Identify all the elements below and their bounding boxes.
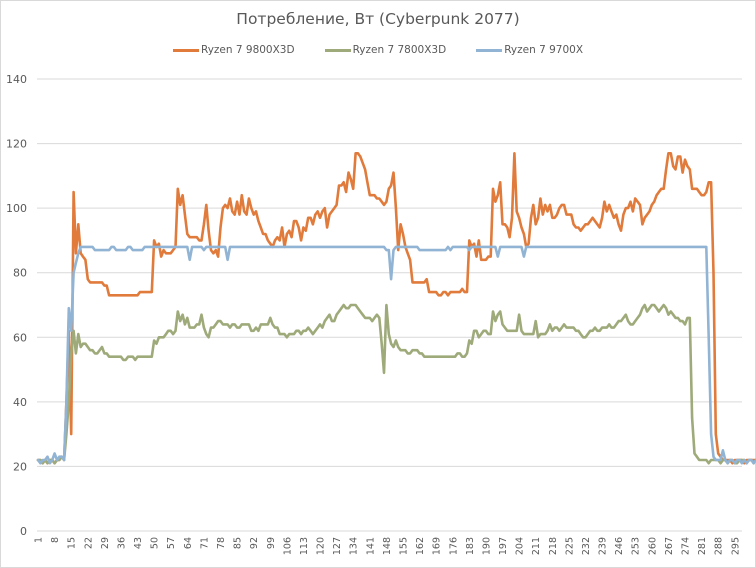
x-tick-label: 92 — [249, 537, 260, 549]
x-tick-label: 15 — [67, 537, 78, 549]
x-tick-label: 99 — [266, 537, 277, 549]
x-tick-label: 190 — [481, 537, 492, 555]
x-tick-label: 183 — [465, 537, 476, 555]
x-tick-label: 22 — [83, 537, 94, 549]
x-tick-label: 253 — [631, 537, 642, 555]
x-tick-label: 43 — [133, 537, 144, 549]
x-tick-label: 8 — [50, 537, 61, 543]
gridlines — [37, 78, 742, 532]
x-tick-label: 204 — [515, 537, 526, 555]
legend-swatch-orange — [172, 48, 199, 52]
x-tick-label: 155 — [398, 537, 409, 555]
y-tick-label: 140 — [6, 73, 27, 86]
x-tick-label: 274 — [681, 537, 692, 555]
x-tick-label: 162 — [415, 537, 426, 555]
y-tick-label: 20 — [13, 460, 27, 473]
y-tick-label: 0 — [20, 525, 27, 538]
x-tick-label: 127 — [332, 537, 343, 555]
x-tick-label: 197 — [498, 537, 509, 555]
x-tick-label: 57 — [166, 537, 177, 549]
x-tick-label: 36 — [116, 537, 127, 549]
series-lines — [36, 152, 756, 465]
legend-swatch-green — [324, 48, 351, 52]
x-tick-label: 281 — [697, 537, 708, 555]
x-tick-label: 1 — [34, 537, 45, 543]
x-tick-label: 148 — [382, 537, 393, 555]
y-axis-ticks: 0 20 40 60 80 100 120 140 — [6, 73, 27, 538]
legend-label: Ryzen 7 7800X3D — [352, 44, 447, 56]
series-line-1 — [36, 303, 756, 465]
x-tick-label: 239 — [598, 537, 609, 555]
series-line-0 — [36, 152, 756, 465]
x-tick-label: 113 — [299, 537, 310, 555]
y-tick-label: 100 — [6, 202, 27, 215]
x-tick-label: 106 — [282, 537, 293, 555]
x-tick-label: 85 — [233, 537, 244, 549]
legend-item-9700x: Ryzen 7 9700X — [476, 44, 583, 56]
x-axis-ticks: 1 8 15 22 29 36 43 50 57 64 71 78 85 92 99 106 113 120 127… — [34, 537, 742, 555]
x-tick-label: 260 — [647, 537, 658, 555]
chart-legend: Ryzen 7 9800X3D Ryzen 7 7800X3D Ryzen 7 … — [0, 44, 756, 56]
x-tick-label: 71 — [199, 537, 210, 549]
y-tick-label: 40 — [13, 396, 27, 409]
x-tick-label: 29 — [100, 537, 111, 549]
y-tick-label: 120 — [6, 138, 27, 151]
x-tick-label: 225 — [564, 537, 575, 555]
y-tick-label: 60 — [13, 331, 27, 344]
x-tick-label: 288 — [714, 537, 725, 555]
legend-item-9800x3d: Ryzen 7 9800X3D — [172, 44, 295, 56]
x-tick-label: 64 — [183, 537, 194, 549]
x-tick-label: 218 — [548, 537, 559, 555]
x-tick-label: 246 — [614, 537, 625, 555]
chart-title: Потребление, Вт (Cyberpunk 2077) — [236, 10, 520, 28]
x-tick-label: 232 — [581, 537, 592, 555]
y-tick-label: 80 — [13, 267, 27, 280]
legend-label: Ryzen 7 9800X3D — [200, 44, 295, 56]
x-tick-label: 176 — [448, 537, 459, 555]
x-tick-label: 50 — [150, 537, 161, 549]
legend-item-7800x3d: Ryzen 7 7800X3D — [324, 44, 447, 56]
x-tick-label: 267 — [664, 537, 675, 555]
legend-swatch-blue — [476, 48, 503, 52]
legend-label: Ryzen 7 9700X — [504, 44, 584, 56]
x-tick-label: 169 — [432, 537, 443, 555]
x-tick-label: 78 — [216, 537, 227, 549]
x-tick-label: 295 — [730, 537, 741, 555]
x-tick-label: 141 — [365, 537, 376, 555]
x-tick-label: 211 — [531, 537, 542, 555]
x-tick-label: 120 — [316, 537, 327, 555]
series-line-2 — [36, 245, 756, 465]
x-tick-label: 134 — [349, 537, 360, 555]
